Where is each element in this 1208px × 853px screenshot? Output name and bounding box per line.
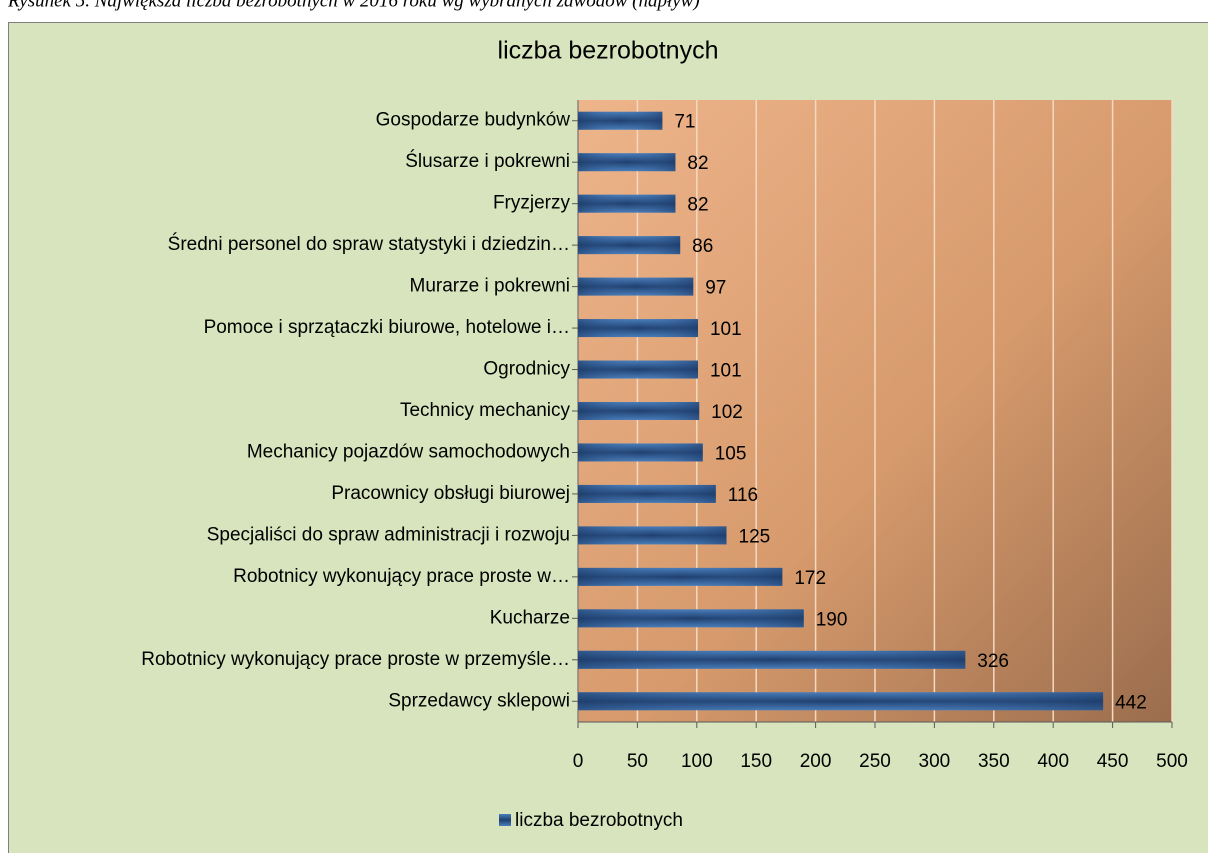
bar-shade [578,360,698,379]
y-tick-label: Ogrodnicy [483,359,570,380]
data-label: 71 [674,112,695,133]
bar-shade [578,236,681,255]
legend-swatch [499,814,511,826]
x-tick-label: 100 [681,751,713,772]
y-tick-label: Średni personel do spraw statystyki i dz… [168,233,570,255]
bar-shade [578,319,698,338]
data-label: 101 [710,319,742,340]
x-tick-label: 450 [1097,751,1129,772]
y-tick-label: Fryzjerzy [493,193,571,214]
y-tick-label: Specjaliści do spraw administracji i roz… [207,524,570,545]
data-label: 82 [687,153,708,174]
x-tick-label: 500 [1156,751,1188,772]
bar-shade [578,484,716,503]
data-label: 326 [977,651,1009,672]
bar-shade [578,567,783,586]
data-label: 82 [687,195,708,216]
x-tick-label: 50 [627,751,648,772]
bar-shade [578,443,703,462]
data-label: 86 [692,236,713,257]
caption: Rysunek 5. Największa liczba bezrobotnyc… [7,0,700,11]
bar-shade [578,650,966,669]
x-tick-label: 300 [919,751,951,772]
y-tick-label: Robotnicy wykonujący prace proste w… [233,566,570,587]
x-tick-label: 400 [1037,751,1069,772]
data-label: 190 [816,609,848,630]
y-tick-label: Pracownicy obsługi biurowej [331,483,570,504]
chart-title: liczba bezrobotnych [498,37,719,65]
bar-shade [578,153,676,172]
bar-shade [578,194,676,213]
y-tick-label: Mechanicy pojazdów samochodowych [247,441,570,462]
data-label: 442 [1115,692,1147,713]
bar-shade [578,526,727,545]
y-tick-label: Pomoce i sprzątaczki biurowe, hotelowe i… [204,317,570,338]
data-label: 172 [794,568,826,589]
bar-shade [578,609,804,628]
bar-shade [578,277,694,296]
bar-shade [578,692,1104,711]
y-tick-label: Robotnicy wykonujący prace proste w prze… [141,649,570,670]
x-tick-label: 0 [573,751,584,772]
x-tick-label: 350 [978,751,1010,772]
x-tick-label: 150 [740,751,772,772]
y-tick-label: Gospodarze budynków [376,110,571,131]
y-tick-label: Kucharze [490,607,570,628]
bar-shade [578,402,700,420]
data-label: 116 [728,485,758,506]
data-label: 125 [739,526,771,547]
x-tick-label: 250 [859,751,891,772]
data-label: 102 [711,402,743,423]
y-tick-label: Ślusarze i pokrewni [405,150,570,172]
y-tick-label: Sprzedawcy sklepowi [388,690,570,711]
data-label: 101 [710,361,742,382]
y-tick-label: Technicy mechanicy [400,400,571,421]
bar-shade [578,111,663,130]
legend-label: liczba bezrobotnych [515,810,683,831]
data-label: 105 [715,443,747,464]
data-label: 97 [705,278,726,299]
x-tick-label: 200 [800,751,832,772]
y-tick-label: Murarze i pokrewni [410,276,571,297]
